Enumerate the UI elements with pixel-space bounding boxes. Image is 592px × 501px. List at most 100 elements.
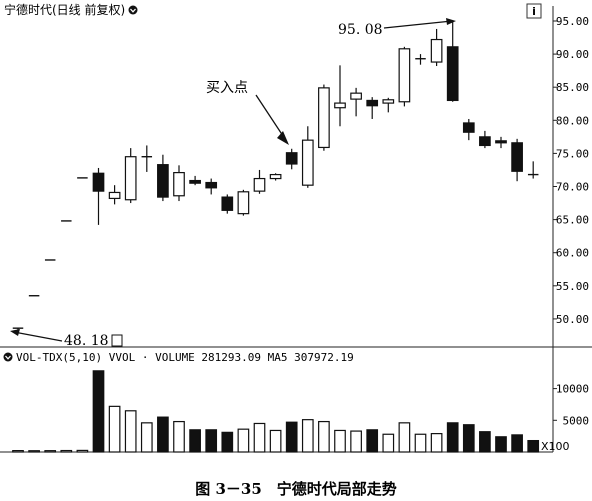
candle <box>382 97 395 113</box>
volume-tick-label: 10000 <box>556 383 589 396</box>
price-tick-label: 80.00 <box>556 114 589 127</box>
svg-text:i: i <box>532 5 536 18</box>
candle-body <box>189 179 201 184</box>
volume-bar <box>398 422 411 453</box>
candle-body <box>124 156 137 201</box>
candle-body <box>479 136 491 147</box>
candle <box>157 154 169 202</box>
volume-bar <box>269 429 282 453</box>
candle <box>398 46 411 107</box>
volume-bar <box>495 436 507 453</box>
volume-bar <box>12 450 24 453</box>
price-tick-label: 90.00 <box>556 48 589 61</box>
price-tick-label: 50.00 <box>556 313 589 326</box>
candle-body <box>269 173 282 180</box>
high-arrow-line <box>383 20 453 29</box>
volume-bar <box>430 433 443 453</box>
volume-bar <box>157 416 169 453</box>
candle <box>173 165 185 202</box>
price-tick-label: 70.00 <box>556 181 589 194</box>
low-marker-icon <box>111 334 123 347</box>
chart-title: 宁德时代(日线 前复权) <box>4 2 125 17</box>
volume-bar <box>173 420 185 453</box>
candle <box>189 175 201 186</box>
volume-bar <box>60 449 73 453</box>
chart-frame <box>0 6 592 453</box>
low-price-label: 48. 18 <box>64 333 109 349</box>
low-arrowhead <box>10 329 20 336</box>
figure-caption: 图 3－35 宁德时代局部走势 <box>195 480 397 498</box>
volume-bar <box>253 422 266 453</box>
candle-body <box>157 164 169 198</box>
buy-point-arrowhead <box>277 131 289 145</box>
candle-body <box>511 142 523 172</box>
candle <box>350 87 362 117</box>
volume-series <box>12 370 540 453</box>
info-icon[interactable]: i <box>526 3 542 19</box>
volume-axis: 10000 5000 <box>553 383 589 427</box>
candle <box>253 169 266 194</box>
volume-bar <box>221 431 234 453</box>
low-arrow-line <box>13 331 63 342</box>
candle-body <box>318 87 330 149</box>
volume-title: VOL-TDX(5,10) VVOL · VOLUME 281293.09 MA… <box>16 351 354 364</box>
volume-bar <box>285 421 298 453</box>
candle <box>366 97 379 119</box>
candlestick-series <box>12 20 539 331</box>
candle-body <box>446 46 459 102</box>
price-tick-label: 95.00 <box>556 15 589 28</box>
candle-body <box>462 122 475 133</box>
candle <box>124 148 137 204</box>
candle-body <box>285 152 298 165</box>
candle <box>334 65 346 127</box>
volume-bar <box>237 428 250 453</box>
volume-unit-label: X100 <box>541 440 570 453</box>
candle-body <box>108 191 121 200</box>
candle <box>318 84 330 151</box>
candle <box>141 145 153 172</box>
volume-bar <box>28 450 40 453</box>
candle-body <box>430 38 443 63</box>
candle <box>221 194 234 214</box>
candle <box>511 138 523 182</box>
candle <box>237 189 250 216</box>
candle <box>527 161 539 179</box>
volume-bar <box>108 405 121 453</box>
candle <box>479 130 491 149</box>
candle <box>108 185 121 205</box>
collapse-icon[interactable] <box>128 5 138 15</box>
price-axis: 95.00 90.00 85.00 80.00 75.00 70.00 65.00 60.00… <box>553 15 589 326</box>
high-arrowhead <box>446 18 456 25</box>
volume-bar <box>382 433 395 453</box>
candle <box>301 126 314 188</box>
price-tick-label: 55.00 <box>556 280 589 293</box>
candle-body <box>237 191 250 215</box>
buy-point-label: 买入点 <box>206 80 248 96</box>
candle-body <box>334 102 346 109</box>
candle-body <box>301 139 314 186</box>
volume-bar <box>92 370 105 453</box>
candle-body <box>495 140 507 144</box>
candle-body <box>221 196 234 211</box>
candle-body <box>92 172 105 192</box>
candle-body <box>253 177 266 192</box>
volume-bar <box>366 429 379 453</box>
candle <box>430 28 443 67</box>
candle-body <box>350 92 362 100</box>
price-tick-label: 85.00 <box>556 81 589 94</box>
candle <box>269 173 282 181</box>
candle <box>285 148 298 170</box>
volume-bar <box>511 434 523 453</box>
volume-bar <box>205 429 218 453</box>
volume-bar <box>76 449 89 453</box>
volume-bar <box>334 429 346 453</box>
volume-toggle-icon[interactable] <box>3 352 13 362</box>
volume-bar <box>462 424 475 453</box>
volume-bar <box>527 439 540 453</box>
candle <box>92 167 105 225</box>
candle-body <box>366 99 379 107</box>
volume-bar <box>124 410 137 453</box>
volume-bar <box>140 422 153 453</box>
high-price-label: 95. 08 <box>338 22 383 38</box>
